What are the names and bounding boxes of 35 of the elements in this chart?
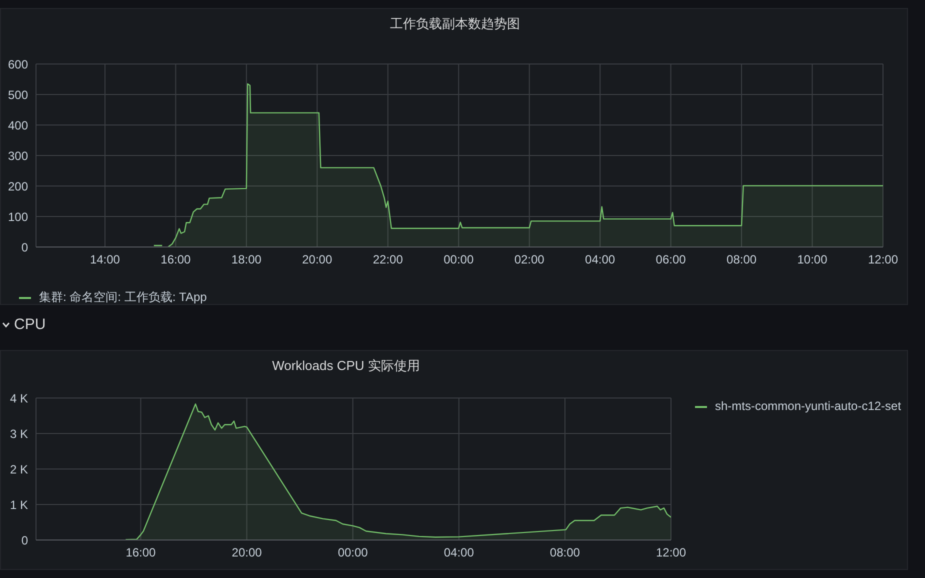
x-tick-label: 20:00 bbox=[302, 252, 332, 267]
y-tick-label: 600 bbox=[8, 57, 28, 72]
x-tick-label: 18:00 bbox=[231, 252, 262, 267]
y-tick-label: 3 K bbox=[10, 426, 28, 441]
y-tick-label: 0 bbox=[21, 240, 28, 254]
x-tick-label: 16:00 bbox=[160, 252, 192, 267]
x-tick-label: 20:00 bbox=[232, 546, 262, 560]
y-tick-label: 500 bbox=[8, 88, 28, 102]
y-tick-label: 1 K bbox=[10, 498, 28, 512]
x-tick-label: 02:00 bbox=[514, 252, 545, 267]
y-tick-label: 4 K bbox=[10, 391, 28, 406]
x-tick-label: 08:00 bbox=[726, 252, 757, 267]
y-tick-label: 200 bbox=[8, 179, 28, 194]
legend-label: 集群: 命名空间: 工作负载: TApp bbox=[39, 290, 207, 304]
x-tick-label: 14:00 bbox=[90, 252, 120, 267]
x-tick-label: 22:00 bbox=[372, 252, 404, 267]
legend-label: sh-mts-common-yunti-auto-c12-set bbox=[715, 399, 902, 413]
y-tick-label: 0 bbox=[21, 533, 28, 548]
y-tick-label: 400 bbox=[8, 118, 28, 132]
y-tick-label: 100 bbox=[8, 210, 28, 224]
x-tick-label: 04:00 bbox=[444, 546, 474, 560]
x-tick-label: 12:00 bbox=[656, 546, 686, 560]
x-tick-label: 00:00 bbox=[338, 546, 368, 560]
x-tick-label: 06:00 bbox=[656, 252, 686, 267]
y-tick-label: 300 bbox=[8, 148, 28, 163]
chart-title: 工作负载副本数趋势图 bbox=[389, 15, 521, 33]
x-tick-label: 10:00 bbox=[797, 252, 828, 267]
x-tick-label: 12:00 bbox=[868, 252, 898, 267]
chart-title: Workloads CPU 实际使用 bbox=[271, 357, 421, 375]
x-tick-label: 16:00 bbox=[126, 546, 156, 560]
x-tick-label: 04:00 bbox=[585, 252, 616, 267]
x-tick-label: 00:00 bbox=[444, 252, 474, 267]
y-tick-label: 2 K bbox=[10, 462, 28, 476]
text: CPU bbox=[14, 316, 46, 333]
x-tick-label: 08:00 bbox=[550, 546, 580, 560]
